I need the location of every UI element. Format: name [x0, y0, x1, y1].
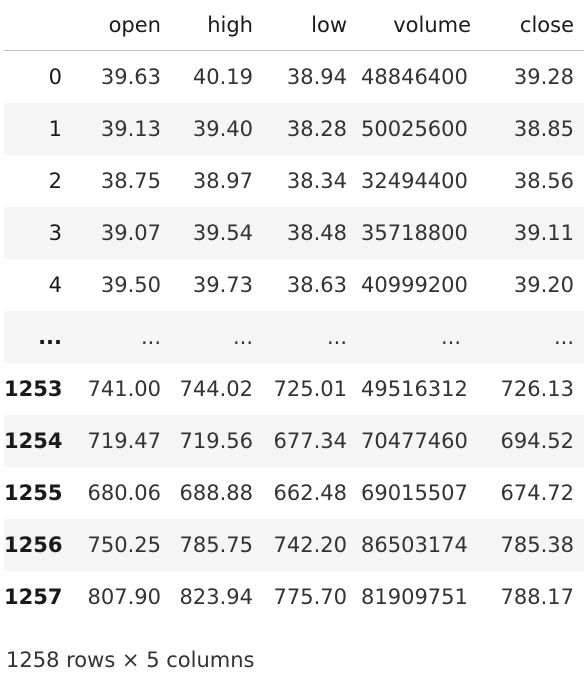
column-header-high: high	[171, 0, 263, 51]
row-index: 1254	[4, 428, 63, 453]
index-header	[4, 0, 76, 51]
cell-volume: 50025600	[361, 116, 468, 141]
cell-high: 39.40	[192, 116, 253, 141]
table-header: open high low volume close	[4, 0, 584, 51]
row-index: 1253	[4, 376, 63, 401]
cell-close: 785.38	[500, 532, 574, 557]
cell-volume: 40999200	[361, 272, 468, 297]
cell-high: 38.97	[192, 168, 253, 193]
cell-volume: 49516312	[361, 376, 468, 401]
cell-volume: 69015507	[361, 480, 468, 505]
row-index: 0	[48, 64, 62, 89]
cell-close: 694.52	[500, 428, 574, 453]
cell-low: 775.70	[273, 584, 347, 609]
cell-volume: 86503174	[361, 532, 468, 557]
cell-high: 785.75	[179, 532, 253, 557]
cell-open: 39.13	[100, 116, 161, 141]
cell-open: 39.50	[100, 272, 161, 297]
row-index: 3	[48, 220, 62, 245]
cell-volume: ...	[440, 324, 461, 349]
cell-open: 38.75	[100, 168, 161, 193]
cell-close: 39.11	[513, 220, 574, 245]
row-index: 1255	[4, 480, 63, 505]
cell-low: 38.48	[286, 220, 347, 245]
cell-high: 39.73	[192, 272, 253, 297]
cell-open: ...	[140, 324, 161, 349]
cell-low: 725.01	[273, 376, 347, 401]
cell-high: 39.54	[192, 220, 253, 245]
cell-open: 807.90	[87, 584, 161, 609]
row-index: 1256	[4, 532, 63, 557]
cell-low: 38.94	[286, 64, 347, 89]
cell-volume: 70477460	[361, 428, 468, 453]
cell-low: 38.34	[286, 168, 347, 193]
row-index: 1257	[4, 584, 63, 609]
cell-high: ...	[232, 324, 253, 349]
table-row: 2 38.75 38.97 38.34 32494400 38.56	[4, 155, 584, 207]
cell-close: ...	[553, 324, 574, 349]
cell-close: 39.28	[513, 64, 574, 89]
table-row: 0 39.63 40.19 38.94 48846400 39.28	[4, 51, 584, 103]
column-header-low: low	[263, 0, 357, 51]
table-row: 1257 807.90 823.94 775.70 81909751 788.1…	[4, 571, 584, 623]
cell-close: 39.20	[513, 272, 574, 297]
row-index: ...	[38, 324, 62, 349]
table-row: 1255 680.06 688.88 662.48 69015507 674.7…	[4, 467, 584, 519]
ellipsis-row: ... ... ... ... ... ...	[4, 310, 584, 363]
cell-volume: 81909751	[361, 584, 468, 609]
table-row: 1254 719.47 719.56 677.34 70477460 694.5…	[4, 414, 584, 467]
column-header-open: open	[76, 0, 171, 51]
cell-high: 40.19	[192, 64, 253, 89]
cell-open: 680.06	[87, 480, 161, 505]
cell-close: 788.17	[500, 584, 574, 609]
cell-open: 750.25	[87, 532, 161, 557]
dataframe-table: open high low volume close 0 39.63 40.19…	[4, 0, 584, 623]
cell-open: 39.07	[100, 220, 161, 245]
table-row: 3 39.07 39.54 38.48 35718800 39.11	[4, 206, 584, 259]
cell-high: 823.94	[179, 584, 253, 609]
cell-close: 38.56	[513, 168, 574, 193]
table-row: 1256 750.25 785.75 742.20 86503174 785.3…	[4, 518, 584, 571]
cell-low: ...	[326, 324, 347, 349]
row-index: 4	[48, 272, 62, 297]
cell-high: 719.56	[179, 428, 253, 453]
cell-low: 38.63	[286, 272, 347, 297]
cell-high: 744.02	[179, 376, 253, 401]
column-header-volume: volume	[357, 0, 475, 51]
table-row: 1253 741.00 744.02 725.01 49516312 726.1…	[4, 363, 584, 415]
dataframe-output: open high low volume close 0 39.63 40.19…	[4, 0, 584, 623]
cell-close: 38.85	[513, 116, 574, 141]
cell-open: 741.00	[87, 376, 161, 401]
table-row: 1 39.13 39.40 38.28 50025600 38.85	[4, 102, 584, 155]
row-index: 1	[48, 116, 62, 141]
cell-volume: 32494400	[361, 168, 468, 193]
header-row: open high low volume close	[4, 0, 584, 51]
cell-low: 742.20	[273, 532, 347, 557]
table-body: 0 39.63 40.19 38.94 48846400 39.28 1 39.…	[4, 51, 584, 623]
cell-open: 719.47	[87, 428, 161, 453]
cell-low: 677.34	[273, 428, 347, 453]
cell-close: 674.72	[500, 480, 574, 505]
cell-low: 38.28	[286, 116, 347, 141]
cell-close: 726.13	[500, 376, 574, 401]
cell-volume: 35718800	[361, 220, 468, 245]
cell-volume: 48846400	[361, 64, 468, 89]
dataframe-shape-label: 1258 rows × 5 columns	[6, 648, 255, 672]
column-header-close: close	[475, 0, 584, 51]
cell-open: 39.63	[100, 64, 161, 89]
table-row: 4 39.50 39.73 38.63 40999200 39.20	[4, 259, 584, 311]
row-index: 2	[48, 168, 62, 193]
cell-low: 662.48	[273, 480, 347, 505]
cell-high: 688.88	[179, 480, 253, 505]
